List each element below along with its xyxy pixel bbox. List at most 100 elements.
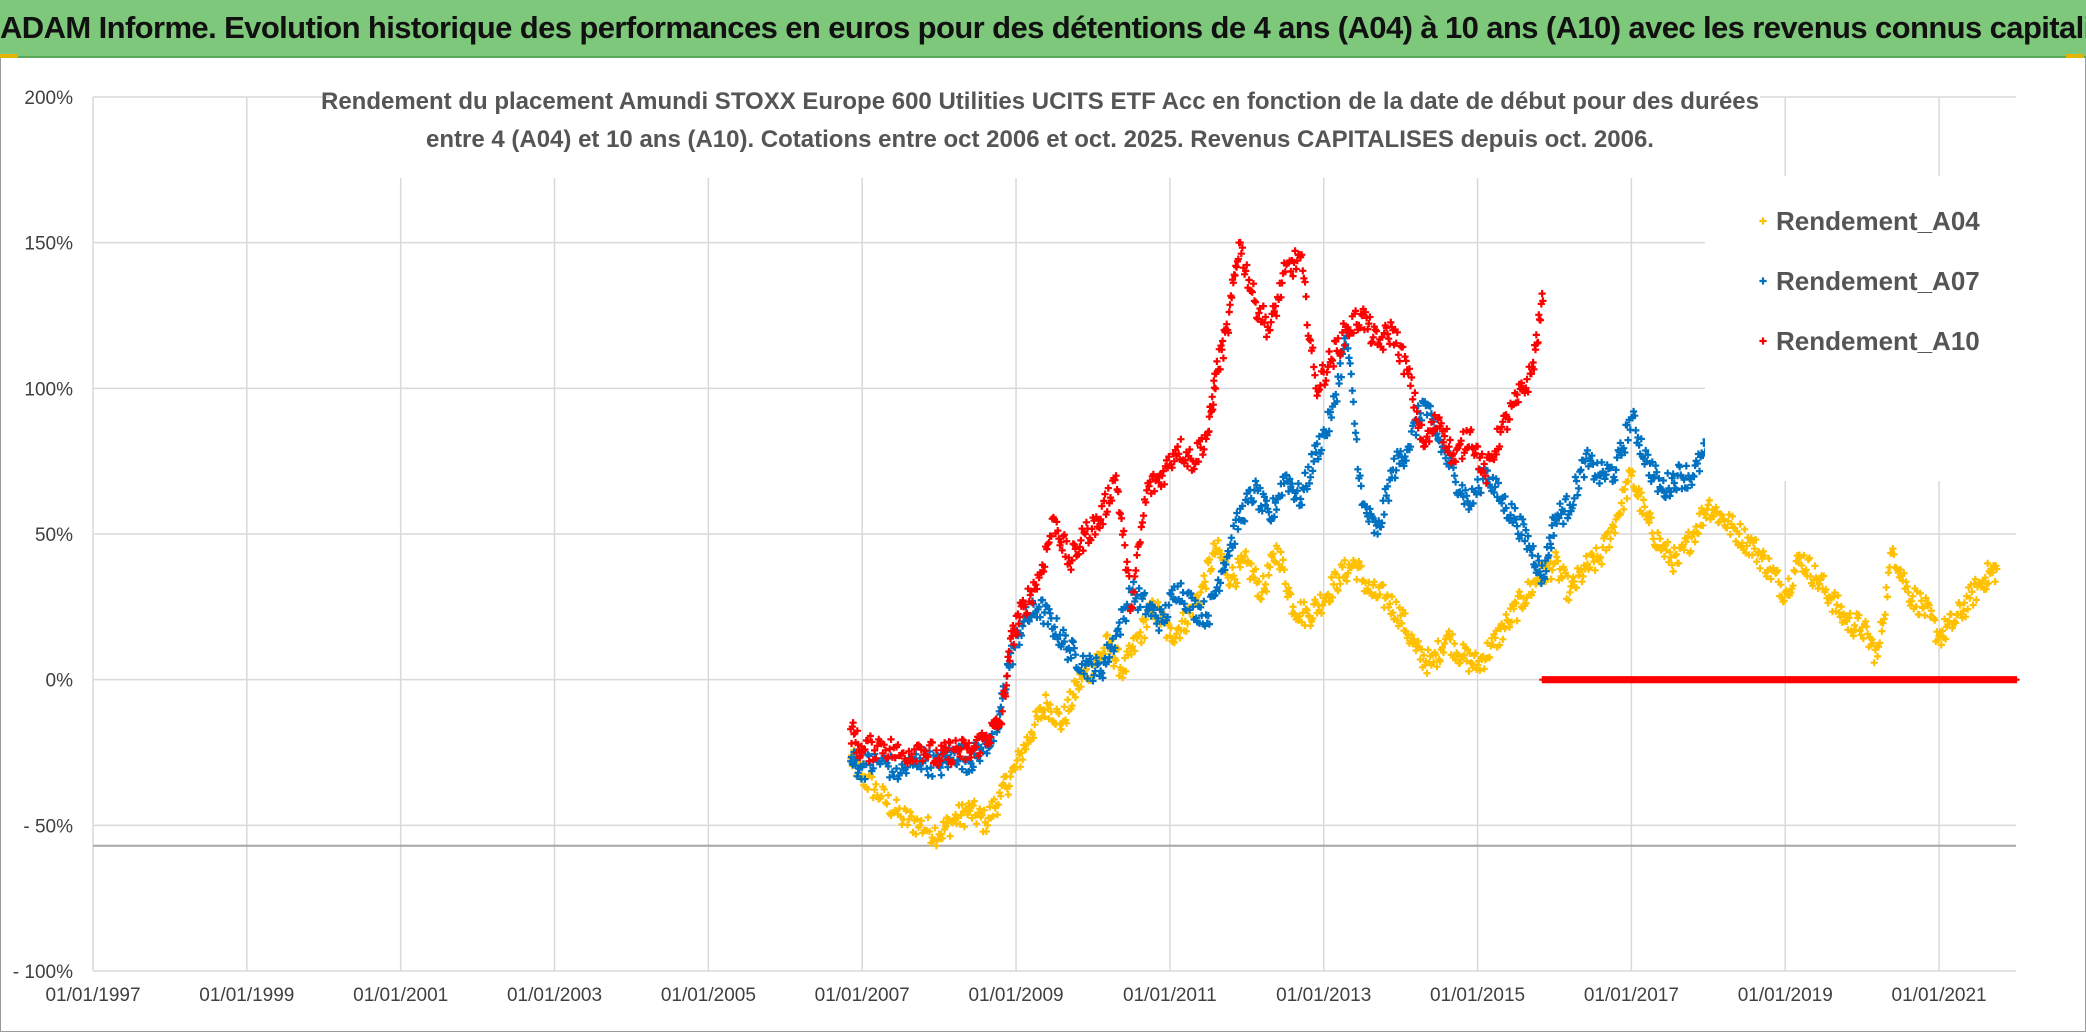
data-point	[1252, 298, 1260, 306]
data-point	[1208, 393, 1216, 401]
data-point	[1096, 524, 1104, 532]
data-point	[1395, 357, 1404, 365]
data-point	[1613, 454, 1621, 462]
data-point	[1344, 569, 1352, 577]
data-point	[1514, 398, 1522, 406]
data-point	[1223, 320, 1231, 328]
data-point	[1200, 445, 1208, 453]
data-point	[1644, 451, 1652, 459]
data-point	[1226, 301, 1234, 309]
data-point	[1417, 421, 1426, 429]
data-point	[1114, 488, 1122, 496]
data-point	[1170, 583, 1178, 591]
data-point	[1659, 476, 1667, 485]
data-point	[1319, 361, 1327, 369]
data-point	[931, 824, 939, 832]
data-point	[1881, 611, 1889, 619]
data-point	[1341, 341, 1349, 349]
x-tick-label: 01/01/2001	[353, 985, 448, 1006]
data-point	[1064, 560, 1072, 568]
data-point	[1897, 566, 1905, 574]
legend-background	[1705, 176, 2045, 481]
data-point	[1634, 492, 1642, 501]
data-point	[1956, 601, 1964, 609]
data-point	[1538, 561, 1546, 570]
data-point	[927, 764, 935, 772]
data-point	[1354, 465, 1362, 473]
data-point	[1338, 328, 1346, 337]
data-point	[1723, 524, 1731, 532]
data-point	[1511, 504, 1519, 512]
data-point	[1989, 569, 1997, 577]
data-point	[1385, 497, 1393, 505]
data-point	[958, 765, 966, 773]
data-point	[956, 820, 964, 828]
data-point	[1492, 475, 1500, 483]
data-point	[1516, 592, 1524, 600]
data-point	[1680, 546, 1688, 554]
data-point	[1423, 669, 1431, 677]
data-point	[997, 703, 1005, 711]
data-point	[928, 772, 936, 780]
data-point	[1057, 725, 1065, 733]
data-point	[1083, 674, 1092, 683]
data-point	[1837, 603, 1845, 611]
data-point	[1436, 657, 1444, 665]
data-point	[1383, 482, 1392, 490]
data-point	[1639, 496, 1648, 504]
data-point	[1942, 635, 1950, 643]
data-point	[1122, 667, 1130, 675]
data-point	[1058, 546, 1066, 554]
data-point	[853, 727, 861, 735]
data-point	[1802, 566, 1810, 574]
data-point	[1336, 359, 1344, 367]
data-point	[924, 813, 932, 821]
data-point	[868, 738, 876, 746]
data-point	[1412, 416, 1420, 424]
data-point	[1369, 333, 1377, 341]
data-point	[1487, 642, 1495, 650]
data-point	[1620, 444, 1628, 452]
data-point	[1719, 515, 1727, 523]
data-point	[1520, 520, 1528, 528]
data-point	[1072, 678, 1081, 686]
data-point	[1016, 763, 1024, 771]
data-point	[1021, 600, 1029, 608]
data-point	[1200, 572, 1208, 580]
data-point	[1370, 578, 1378, 586]
data-point	[1130, 588, 1138, 596]
data-point	[1197, 603, 1205, 611]
data-point	[924, 771, 932, 779]
data-point	[1101, 490, 1109, 498]
data-point	[1805, 554, 1813, 562]
data-point	[1446, 635, 1454, 643]
data-point	[1916, 589, 1924, 597]
data-point	[1691, 538, 1699, 546]
data-point	[1122, 617, 1130, 625]
data-point	[1963, 592, 1971, 600]
data-point	[1137, 639, 1145, 647]
data-point	[1406, 443, 1415, 451]
data-point	[930, 837, 938, 845]
data-point	[1281, 580, 1289, 588]
data-point	[934, 761, 942, 769]
data-point	[1389, 609, 1397, 617]
data-point	[1509, 519, 1517, 527]
data-point	[1565, 596, 1573, 604]
data-point	[1337, 348, 1345, 356]
data-point	[1234, 525, 1242, 533]
data-point	[1398, 619, 1406, 627]
data-point	[1219, 354, 1227, 362]
data-point	[1765, 554, 1773, 563]
data-point	[1741, 525, 1749, 533]
data-point	[1400, 462, 1408, 470]
data-series	[847, 238, 2020, 850]
header-banner: ADAM Informe. Evolution historique des p…	[0, 0, 2086, 58]
data-point	[1531, 562, 1540, 570]
data-point	[1660, 552, 1668, 561]
data-point	[1312, 448, 1320, 456]
data-point	[1013, 630, 1021, 639]
data-point	[1111, 644, 1119, 652]
data-point	[1411, 389, 1419, 397]
data-point	[892, 764, 901, 773]
